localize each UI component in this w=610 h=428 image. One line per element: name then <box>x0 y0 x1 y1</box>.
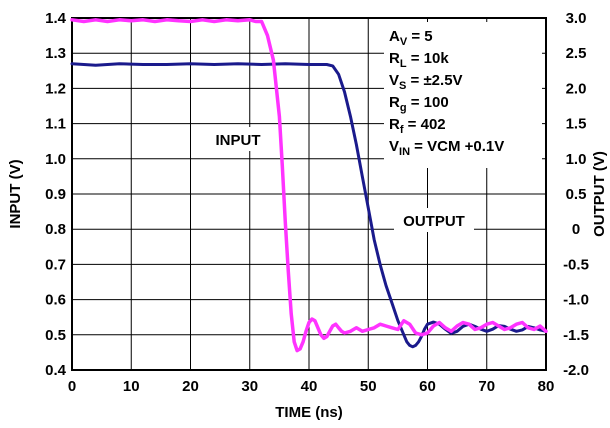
y-tick-label-left: 0.8 <box>45 221 66 238</box>
x-tick-label: 40 <box>301 378 318 395</box>
y-tick-label-left: 1.1 <box>45 116 66 133</box>
x-tick-label: 60 <box>419 378 436 395</box>
y-tick-label-right: -1.5 <box>563 327 589 344</box>
y-tick-label-left: 1.4 <box>45 10 67 27</box>
y-tick-label-right: 1.5 <box>566 116 587 133</box>
y-tick-label-left: 0.9 <box>45 186 66 203</box>
y-axis-title-left: INPUT (V) <box>7 159 24 228</box>
series-label-background <box>394 208 474 232</box>
y-tick-label-left: 1.3 <box>45 45 66 62</box>
plot-frame <box>71 17 547 371</box>
y-tick-label-right: -2.0 <box>563 362 589 379</box>
series-line-output <box>70 62 548 349</box>
annotation-line: VS = ±2.5V <box>389 72 463 92</box>
y-tick-label-right: 3.0 <box>566 10 587 27</box>
y-tick-label-right: 0 <box>572 221 580 238</box>
y-axis-title-right: OUTPUT (V) <box>591 151 608 237</box>
y-tick-label-right: 1.0 <box>566 151 587 168</box>
annotation-background <box>384 22 542 168</box>
series-labels: INPUT OUTPUT <box>204 127 474 232</box>
x-tick-label: 80 <box>538 378 555 395</box>
series-label-output: OUTPUT <box>403 213 465 230</box>
annotation-line: RL = 10k <box>389 50 449 70</box>
y-tick-label-left: 0.4 <box>45 362 67 379</box>
y-tick-label-left: 0.7 <box>45 256 66 273</box>
x-axis-title: TIME (ns) <box>275 404 343 421</box>
x-tick-label: 30 <box>241 378 258 395</box>
y-tick-label-left: 1.0 <box>45 151 66 168</box>
annotation-line: AV = 5 <box>389 28 433 48</box>
annotation-line: Rf = 402 <box>389 116 446 136</box>
series-layer <box>70 18 548 353</box>
series-line-input <box>70 18 548 353</box>
x-tick-label: 50 <box>360 378 377 395</box>
plot-border <box>71 17 547 371</box>
x-tick-label: 70 <box>478 378 495 395</box>
y-tick-label-left: 0.6 <box>45 292 66 309</box>
x-ticks: 0 10 20 30 40 50 60 70 80 <box>68 378 555 395</box>
y-tick-label-right: -0.5 <box>563 256 589 273</box>
y-tick-label-right: -1.0 <box>563 292 589 309</box>
x-tick-label: 0 <box>68 378 76 395</box>
y-ticks-right: -2.0 -1.5 -1.0 -0.5 0 0.5 1.0 1.5 2.0 2.5 3.0 <box>563 10 589 379</box>
series-label-background <box>204 127 272 151</box>
y-tick-label-right: 0.5 <box>566 186 587 203</box>
y-tick-label-left: 1.2 <box>45 80 66 97</box>
series-label-input: INPUT <box>216 132 261 149</box>
x-tick-label: 20 <box>182 378 199 395</box>
y-ticks-left: 0.4 0.5 0.6 0.7 0.8 0.9 1.0 1.1 1.2 1.3 1.4 <box>45 10 67 379</box>
y-tick-label-left: 0.5 <box>45 327 66 344</box>
annotation-line: Rg = 100 <box>389 94 449 114</box>
x-tick-label: 10 <box>123 378 140 395</box>
annotation-line: VIN = VCM +0.1V <box>389 138 504 158</box>
y-tick-label-right: 2.0 <box>566 80 587 97</box>
y-tick-label-right: 2.5 <box>566 45 587 62</box>
